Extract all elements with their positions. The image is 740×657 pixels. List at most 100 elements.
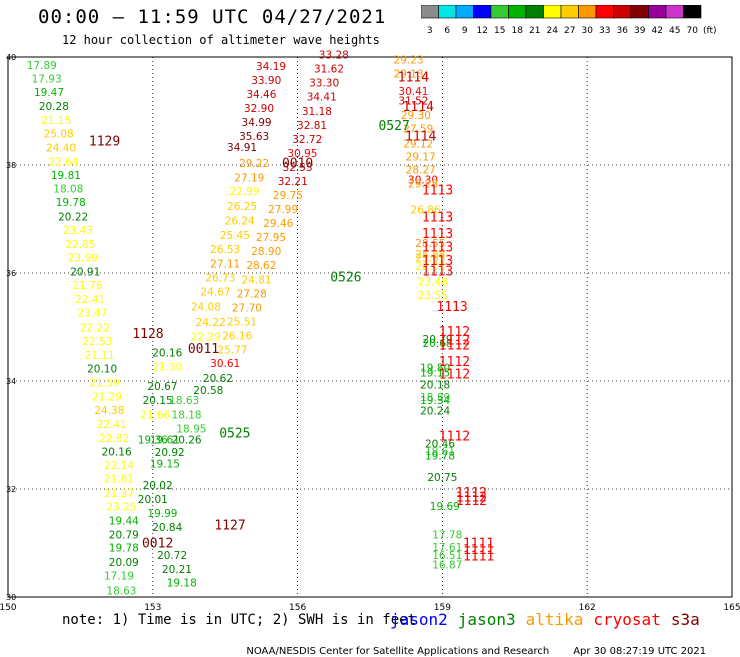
legend-label-42: 42 xyxy=(652,26,663,36)
legend-swatch-70 xyxy=(683,5,702,19)
pass-time-label: 1128 xyxy=(132,327,163,342)
wave-height-value: 18.63 xyxy=(169,395,199,407)
wave-height-value: 19.18 xyxy=(167,578,197,590)
wave-height-value: 29.28 xyxy=(408,179,438,191)
wave-height-value: 17.93 xyxy=(32,73,62,85)
wave-height-value: 17.61 xyxy=(432,542,462,554)
wave-height-value: 22.53 xyxy=(82,336,112,348)
wave-height-value: 25.63 xyxy=(415,253,445,265)
wave-height-value: 20.68 xyxy=(423,338,453,350)
wave-height-value: 20.46 xyxy=(425,438,455,450)
wave-height-value: 18.18 xyxy=(172,409,202,421)
pass-time-label: 1111 xyxy=(463,543,494,558)
page-subtitle: 12 hour collection of altimeter wave hei… xyxy=(62,33,380,47)
wave-height-value: 19.81 xyxy=(51,170,81,182)
satellite-altika: altika xyxy=(525,610,584,629)
pass-time-label: 1112 xyxy=(439,333,470,348)
wave-height-value: 23.43 xyxy=(63,225,93,237)
wave-height-value: 29.30 xyxy=(401,110,431,122)
pass-time-label: 1112 xyxy=(439,325,470,340)
wave-height-value: 24.40 xyxy=(46,143,76,155)
wave-height-value: 21.59 xyxy=(90,377,120,389)
legend-label-3: 3 xyxy=(427,26,433,36)
wave-height-value: 19.15 xyxy=(150,458,180,470)
pass-time-label: 1112 xyxy=(439,367,470,382)
wave-height-value: 27.95 xyxy=(256,232,286,244)
wave-height-value: 17.19 xyxy=(104,571,134,583)
wave-height-value: 22.82 xyxy=(99,433,129,445)
wave-height-value: 31.18 xyxy=(302,106,332,118)
wave-height-value: 27.59 xyxy=(403,124,433,136)
pass-time-label: 1112 xyxy=(439,339,470,354)
wave-height-value: 27.11 xyxy=(210,259,240,271)
wave-height-value: 20.10 xyxy=(87,363,117,375)
wave-height-value: 18.63 xyxy=(106,585,136,597)
wave-height-value: 32.53 xyxy=(283,162,313,174)
pass-time-label: 1112 xyxy=(439,355,470,370)
wave-height-value: 29.22 xyxy=(239,158,269,170)
wave-height-value: 22.41 xyxy=(75,294,105,306)
credit-timestamp: Apr 30 08:27:19 UTC 2021 xyxy=(573,646,707,657)
wave-height-value: 25.45 xyxy=(220,230,250,242)
y-tick-label: 40 xyxy=(6,53,16,62)
legend-label-21: 21 xyxy=(529,26,540,36)
wave-height-value: 20.22 xyxy=(58,212,88,224)
wave-height-value: 20.16 xyxy=(102,447,132,459)
wave-height-value: 34.46 xyxy=(246,89,276,101)
pass-time-label: 1113 xyxy=(422,240,453,255)
y-tick-label: 32 xyxy=(6,485,16,494)
satellite-s3a: s3a xyxy=(670,610,700,629)
wave-height-value: 30.95 xyxy=(287,148,317,160)
legend-label-30: 30 xyxy=(582,26,594,36)
wave-height-value: 18.89 xyxy=(420,392,450,404)
wave-height-value: 28.55 xyxy=(415,238,445,250)
y-tick-label: 34 xyxy=(6,377,16,386)
wave-height-value: 21.29 xyxy=(92,391,122,403)
wave-height-value: 19.44 xyxy=(109,516,139,528)
pass-time-label: 1111 xyxy=(463,549,494,564)
wave-height-value: 20.79 xyxy=(109,530,139,542)
wave-height-value: 23.55 xyxy=(418,290,448,302)
legend-label-6: 6 xyxy=(444,26,450,36)
satellite-legend: jason2 jason3 altika cryosat s3a xyxy=(390,610,710,629)
pass-time-label: 1114 xyxy=(405,130,436,145)
wave-height-value: 19.34 xyxy=(420,395,450,407)
legend-label-12: 12 xyxy=(477,26,488,36)
wave-height-value: 24.38 xyxy=(94,405,124,417)
wave-height-value: 20.28 xyxy=(39,101,69,113)
wave-height-value: 27.19 xyxy=(234,173,264,185)
legend-label-33: 33 xyxy=(599,26,610,36)
wave-height-value: 23.48 xyxy=(418,276,448,288)
wave-height-value: 32.81 xyxy=(297,120,327,132)
wave-height-value: 20.18 xyxy=(420,380,450,392)
wave-height-value: 22.03 xyxy=(415,261,445,273)
pass-time-label: 1127 xyxy=(214,519,245,534)
wave-height-value: 25.77 xyxy=(217,344,247,356)
wave-height-value: 25.08 xyxy=(44,128,74,140)
wave-height-value: 35.63 xyxy=(239,131,269,143)
wave-height-value: 19.36 xyxy=(138,435,168,447)
wave-height-value: 23.47 xyxy=(77,308,107,320)
wave-height-value: 20.09 xyxy=(109,557,139,569)
legend-unit: (ft) xyxy=(703,26,717,36)
wave-height-value: 22.99 xyxy=(229,186,259,198)
pass-time-label: 1114 xyxy=(403,100,434,115)
legend-label-9: 9 xyxy=(462,26,468,36)
wave-height-value: 21.76 xyxy=(73,280,103,292)
wave-height-value: 26.73 xyxy=(205,273,235,285)
wave-height-value: 29.17 xyxy=(406,152,436,164)
wave-height-value: 21.15 xyxy=(41,115,71,127)
legend-label-39: 39 xyxy=(634,26,646,36)
wave-height-value: 20.67 xyxy=(147,381,177,393)
pass-time-label: 0010 xyxy=(282,157,313,172)
wave-height-value: 19.47 xyxy=(34,87,64,99)
wave-height-value: 22.14 xyxy=(104,460,134,472)
wave-height-value: 20.84 xyxy=(152,522,182,534)
wave-height-value: 30.41 xyxy=(398,86,428,98)
pass-time-label: 1112 xyxy=(456,486,487,501)
wave-height-value: 33.28 xyxy=(319,50,349,62)
wave-height-value: 20.62 xyxy=(203,373,233,385)
wave-height-value: 29.23 xyxy=(394,54,424,66)
wave-height-value: 20.21 xyxy=(162,564,192,576)
